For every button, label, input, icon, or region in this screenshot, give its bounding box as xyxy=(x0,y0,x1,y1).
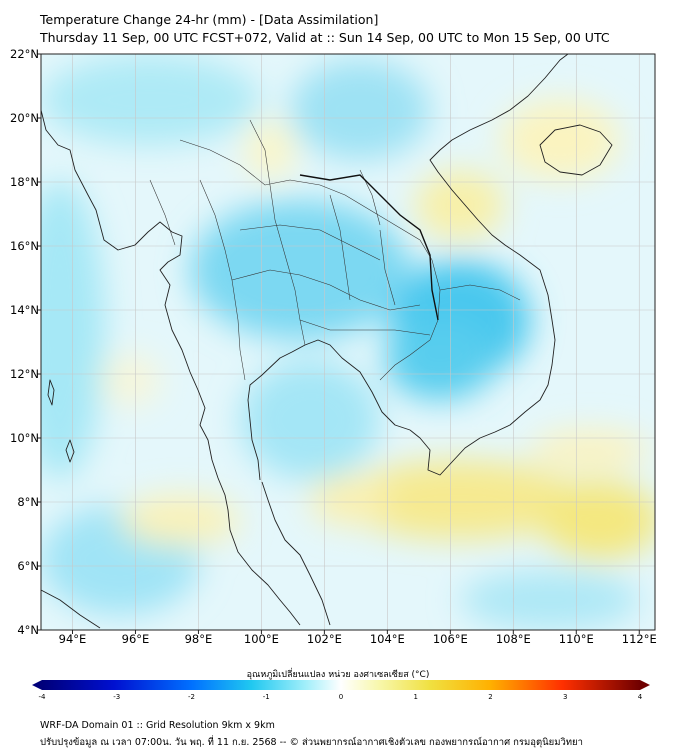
update-info: ปรับปรุงข้อมูล ณ เวลา 07:00น. วัน พฤ. ที… xyxy=(40,737,583,748)
colorbar-title: อุณหภูมิเปลี่ยนแปลง หน่วย องศาเซลเซียส (… xyxy=(246,670,430,680)
lon-label: 102°E xyxy=(306,632,342,646)
mekong-border xyxy=(299,174,439,321)
lat-label: 18°N xyxy=(10,175,39,189)
lat-label: 20°N xyxy=(10,111,39,125)
colorbar-tick-label: 3 xyxy=(563,693,568,701)
lon-label: 106°E xyxy=(432,632,468,646)
map-subtitle: Thursday 11 Sep, 00 UTC FCST+072, Valid … xyxy=(40,30,610,45)
coastlines xyxy=(41,54,613,629)
data-field xyxy=(41,54,655,630)
lon-label: 98°E xyxy=(184,632,213,646)
lon-label: 94°E xyxy=(58,632,87,646)
lat-label: 16°N xyxy=(10,239,39,253)
lon-label: 112°E xyxy=(621,632,657,646)
lat-label: 6°N xyxy=(17,559,39,573)
colorbar-low-arrow xyxy=(32,680,42,690)
colorbar xyxy=(42,680,640,690)
colorbar-tick-label: -4 xyxy=(38,693,46,701)
colorbar-tick-label: -3 xyxy=(113,693,121,701)
colorbar-tick-label: 0 xyxy=(338,693,344,701)
map-frame xyxy=(40,53,656,631)
lon-label: 104°E xyxy=(369,632,405,646)
map-title: Temperature Change 24-hr (mm) - [Data As… xyxy=(40,12,379,27)
lat-label: 4°N xyxy=(17,623,39,637)
model-info: WRF-DA Domain 01 :: Grid Resolution 9km … xyxy=(40,720,275,731)
graticule xyxy=(41,54,655,630)
colorbar-tick-label: -1 xyxy=(262,693,270,701)
axis-ticks xyxy=(37,53,640,634)
colorbar-tick-label: 1 xyxy=(413,693,418,701)
lon-label: 100°E xyxy=(243,632,279,646)
lat-label: 22°N xyxy=(10,47,39,61)
lon-label: 96°E xyxy=(121,632,150,646)
colorbar-tick-label: -2 xyxy=(188,693,195,701)
lon-label: 110°E xyxy=(558,632,594,646)
lat-label: 12°N xyxy=(10,367,39,381)
colorbar-tick-label: 4 xyxy=(637,693,643,701)
lat-label: 14°N xyxy=(10,303,39,317)
colorbar-tick-label: 2 xyxy=(488,693,493,701)
lon-label: 108°E xyxy=(495,632,531,646)
colorbar-high-arrow xyxy=(640,680,650,690)
lat-label: 8°N xyxy=(17,495,39,509)
shading-blobs xyxy=(41,55,655,630)
lat-label: 10°N xyxy=(10,431,39,445)
